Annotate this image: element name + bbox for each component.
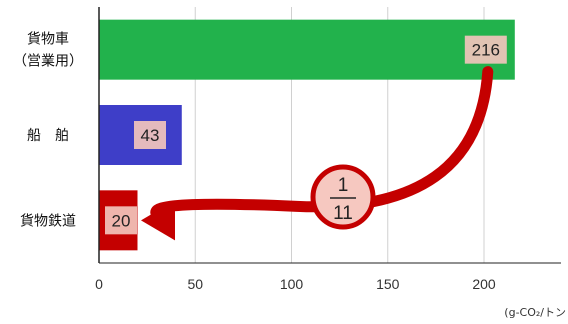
bar-0	[99, 19, 515, 80]
category-label: （営業用）	[13, 54, 83, 70]
fraction-denominator: 11	[333, 203, 353, 224]
value-label: 43	[141, 126, 160, 145]
x-tick-label: 100	[280, 276, 304, 292]
x-tick-label: 0	[95, 276, 103, 292]
value-label: 20	[112, 211, 131, 230]
arrow-shaft	[150, 66, 494, 226]
fraction-numerator: 1	[338, 175, 349, 196]
category-label: 船 舶	[27, 128, 69, 144]
value-label-box	[464, 35, 507, 64]
value-label: 216	[472, 41, 500, 60]
value-labels: 216 43 20	[105, 35, 507, 235]
arrow-head	[141, 200, 175, 241]
axes	[98, 7, 561, 264]
category-label: 貨物車	[27, 31, 69, 48]
x-tick-label: 200	[472, 276, 496, 292]
x-tick-labels: 0 50 100 150 200	[95, 276, 496, 292]
unit-label: (g-CO₂/トン	[504, 306, 566, 319]
x-tick-label: 50	[187, 276, 203, 292]
ratio-arrow: 111	[141, 66, 494, 241]
category-label: 貨物鉄道	[20, 212, 76, 229]
value-label-box	[134, 121, 166, 149]
fraction-badge	[310, 164, 376, 230]
value-label-box	[105, 206, 137, 235]
x-tick-label: 150	[376, 276, 400, 292]
